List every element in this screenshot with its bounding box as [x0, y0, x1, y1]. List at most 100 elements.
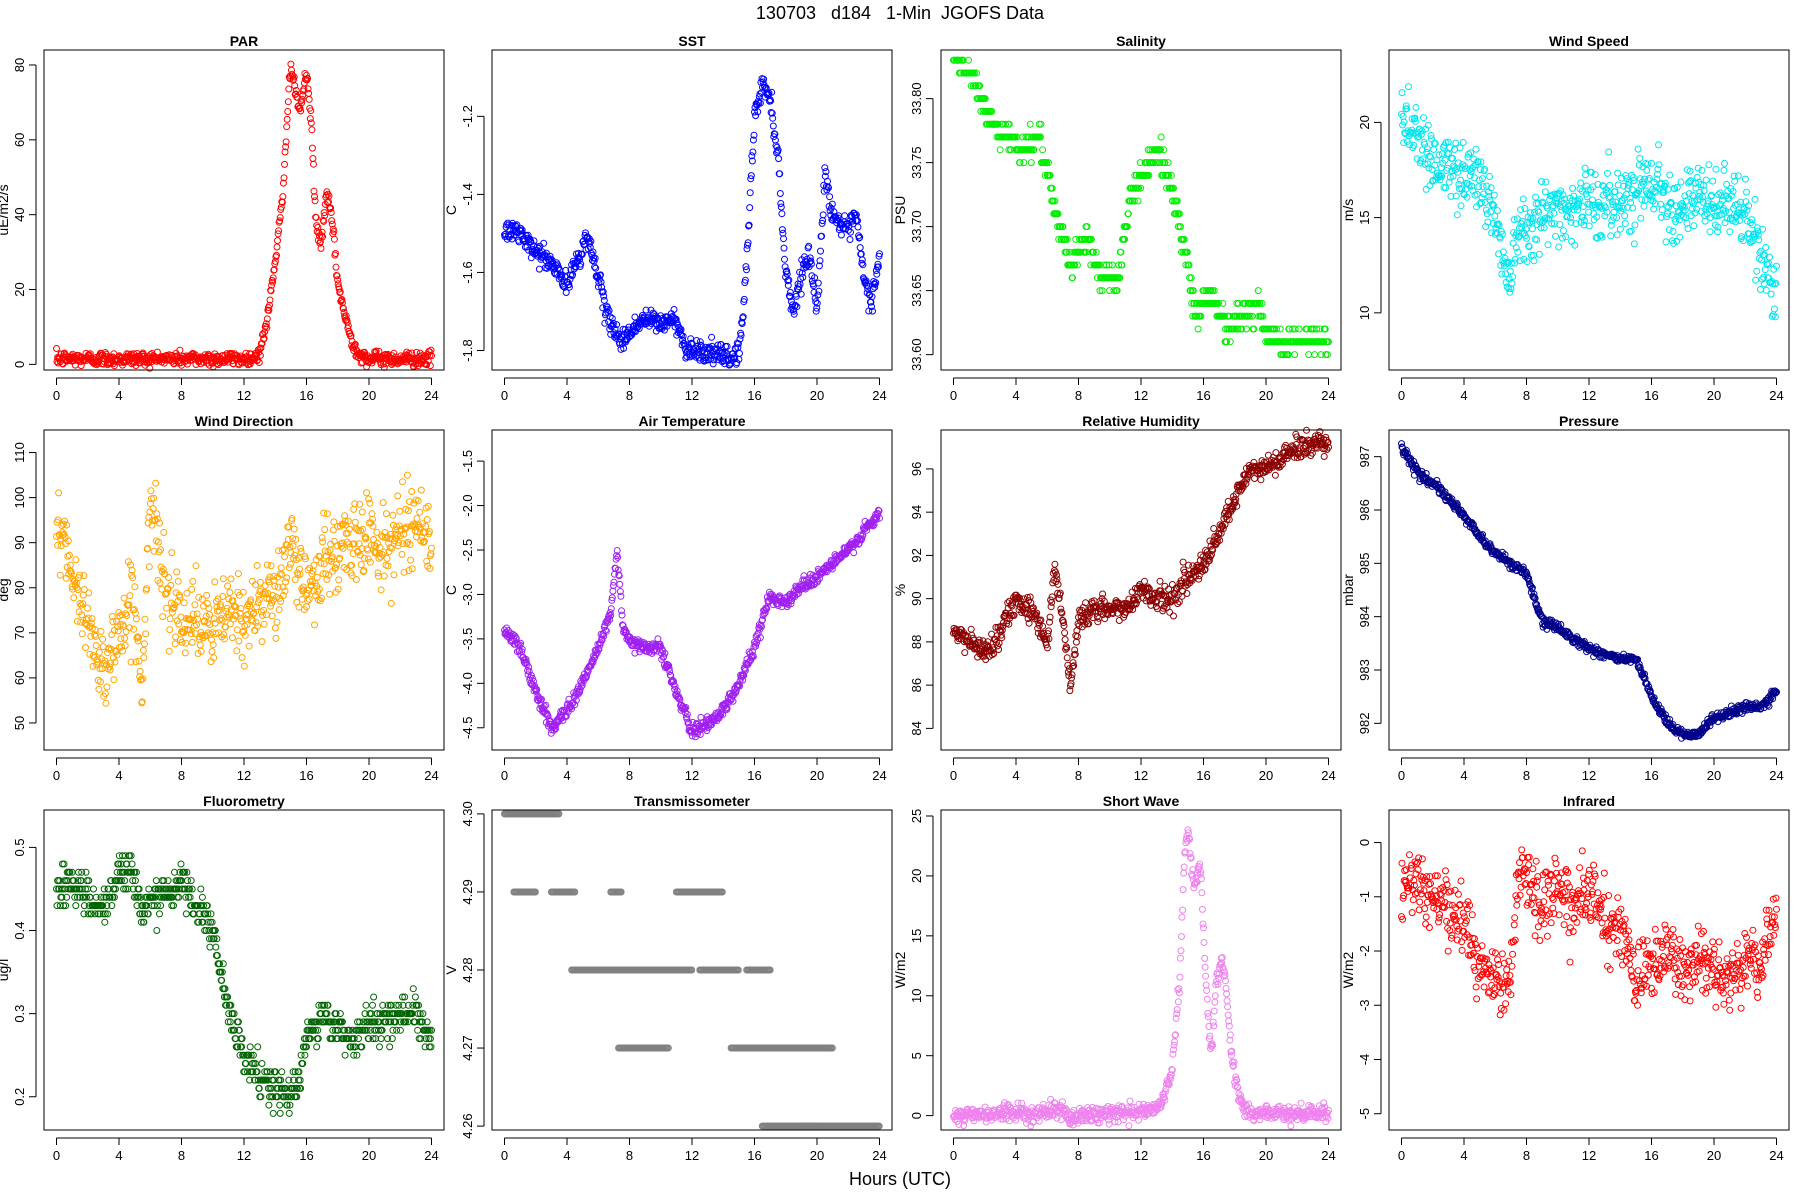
data-point: [292, 87, 300, 94]
data-point: [334, 280, 342, 288]
data-point: [1630, 240, 1638, 248]
data-point: [736, 349, 743, 357]
data-series: [950, 56, 1332, 359]
data-point: [93, 361, 101, 369]
data-point: [972, 82, 980, 90]
y-tick-label: 33.70: [909, 210, 924, 243]
data-point: [589, 248, 597, 256]
data-point: [742, 263, 750, 271]
data-point: [592, 264, 600, 272]
data-point: [173, 568, 181, 576]
data-point: [351, 518, 359, 526]
data-point: [811, 274, 819, 282]
x-tick-label: 0: [1398, 388, 1405, 403]
data-point: [780, 235, 787, 243]
data-point: [306, 115, 314, 123]
data-point: [1581, 164, 1589, 172]
data-point: [841, 212, 849, 220]
data-point: [1115, 617, 1123, 624]
x-tick-label: 8: [1075, 388, 1082, 403]
data-point: [304, 74, 312, 82]
data-point: [126, 592, 134, 600]
data-point: [152, 479, 160, 487]
y-tick-label: 50: [12, 716, 27, 730]
data-point: [189, 577, 197, 585]
data-point: [1051, 560, 1059, 568]
data-point: [265, 306, 273, 314]
data-point: [261, 582, 269, 590]
data-point: [219, 593, 227, 600]
y-tick-label: -1.2: [460, 105, 475, 127]
data-point: [635, 325, 643, 333]
data-point: [103, 683, 111, 691]
data-point: [266, 296, 274, 304]
data-series: [501, 506, 883, 741]
data-point: [390, 571, 398, 579]
data-point: [1640, 202, 1648, 210]
y-tick-label: 90: [12, 535, 27, 549]
data-point: [283, 574, 291, 582]
data-point: [80, 572, 88, 580]
data-point: [369, 515, 376, 523]
data-point: [776, 170, 784, 178]
data-point: [1643, 166, 1651, 174]
data-point: [263, 315, 271, 323]
data-point: [326, 590, 334, 598]
data-point: [313, 573, 321, 581]
data-point: [110, 676, 118, 684]
data-point: [165, 647, 173, 655]
data-series: [53, 60, 435, 372]
y-tick-label: 0: [12, 361, 27, 368]
data-point: [240, 662, 248, 670]
data-point: [846, 236, 854, 243]
data-point: [1706, 228, 1714, 236]
data-point: [273, 243, 281, 251]
data-point: [272, 634, 280, 642]
data-point: [377, 586, 385, 594]
y-tick-label: 20: [12, 282, 27, 296]
panel-title: Relative Humidity: [1082, 413, 1200, 429]
data-point: [582, 229, 589, 237]
x-tick-label: 0: [53, 768, 60, 783]
data-point: [290, 73, 298, 81]
data-point: [227, 575, 235, 583]
data-point: [600, 292, 608, 300]
panel-title: SST: [678, 33, 706, 49]
data-point: [305, 89, 313, 97]
data-point: [407, 556, 415, 564]
data-point: [678, 331, 685, 339]
data-point: [1156, 577, 1164, 585]
data-point: [858, 256, 866, 264]
data-point: [405, 350, 413, 357]
data-point: [1005, 120, 1013, 128]
data-point: [277, 564, 285, 572]
data-point: [114, 627, 122, 635]
data-point: [1762, 243, 1770, 251]
data-point: [1166, 608, 1174, 616]
data-point: [750, 131, 758, 139]
data-point: [777, 203, 785, 211]
data-point: [1734, 172, 1742, 180]
data-point: [517, 224, 525, 232]
data-point: [768, 109, 776, 117]
data-point: [672, 315, 680, 323]
data-point: [807, 260, 815, 268]
data-point: [597, 278, 605, 286]
data-point: [608, 314, 616, 322]
data-point: [535, 265, 543, 273]
data-point: [779, 229, 787, 237]
data-point: [1141, 577, 1148, 585]
data-point: [1072, 638, 1080, 646]
y-tick-label: 80: [12, 58, 27, 72]
x-tick-label: 16: [299, 388, 313, 403]
data-point: [756, 99, 764, 107]
data-point: [1701, 217, 1709, 225]
data-point: [679, 332, 687, 340]
x-tick-label: 8: [178, 768, 185, 783]
data-point: [1430, 146, 1438, 153]
data-point: [752, 112, 760, 120]
